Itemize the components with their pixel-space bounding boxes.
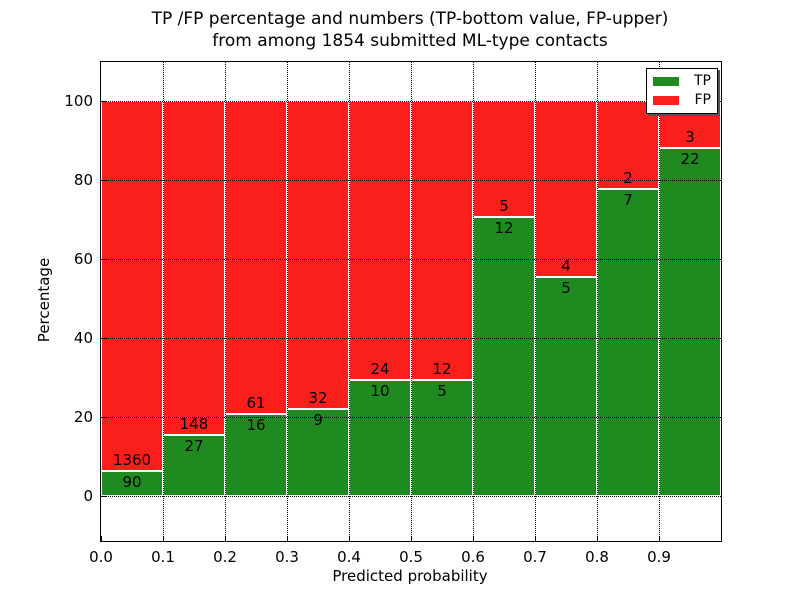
x-axis-label: Predicted probability bbox=[332, 567, 488, 585]
x-gridline bbox=[225, 62, 226, 541]
legend-item-fp: FP bbox=[647, 91, 717, 110]
tp-count-label: 90 bbox=[122, 473, 142, 492]
fp-bar-segment bbox=[287, 101, 349, 410]
tp-count-label: 22 bbox=[680, 150, 700, 169]
tp-count-label: 5 bbox=[561, 278, 571, 297]
legend-label-fp: FP bbox=[694, 92, 712, 108]
tp-bar-segment bbox=[101, 471, 163, 496]
x-tick bbox=[349, 536, 350, 541]
y-tick bbox=[101, 417, 106, 418]
tp-bar-segment bbox=[535, 276, 597, 496]
x-tick-label: 0.2 bbox=[213, 548, 237, 566]
x-tick-label: 0.8 bbox=[585, 548, 609, 566]
fp-legend-swatch-icon bbox=[653, 96, 679, 105]
tp-count-label: 7 bbox=[623, 190, 633, 209]
legend-item-tp: TP bbox=[647, 72, 717, 91]
x-gridline bbox=[411, 62, 412, 541]
fp-bar-segment bbox=[535, 101, 597, 277]
x-tick bbox=[473, 536, 474, 541]
x-gridline bbox=[659, 62, 660, 541]
fp-count-label: 12 bbox=[432, 359, 452, 378]
legend-label-tp: TP bbox=[694, 73, 711, 89]
x-tick bbox=[163, 536, 164, 541]
tp-count-label: 9 bbox=[313, 411, 323, 430]
x-gridline bbox=[287, 62, 288, 541]
fp-bar-segment bbox=[411, 101, 473, 380]
y-tick-label: 0 bbox=[83, 487, 93, 505]
y-tick bbox=[101, 180, 106, 181]
x-tick bbox=[411, 536, 412, 541]
tp-bar-segment bbox=[659, 148, 721, 496]
x-tick-label: 0.9 bbox=[647, 548, 671, 566]
fp-bar-segment bbox=[101, 101, 163, 472]
fp-count-label: 2 bbox=[623, 168, 633, 187]
x-tick bbox=[659, 536, 660, 541]
chart-title-line2: from among 1854 submitted ML-type contac… bbox=[212, 31, 608, 51]
y-tick bbox=[101, 259, 106, 260]
fp-count-label: 4 bbox=[561, 256, 571, 275]
x-tick-label: 0.6 bbox=[461, 548, 485, 566]
x-gridline bbox=[473, 62, 474, 541]
fp-count-label: 5 bbox=[499, 197, 509, 216]
tp-bar-segment bbox=[597, 188, 659, 496]
x-tick bbox=[101, 536, 102, 541]
fp-bar-segment bbox=[225, 101, 287, 414]
chart-title: TP /FP percentage and numbers (TP-bottom… bbox=[100, 8, 720, 52]
plot-area: 0 20 40 60 80 100 0.0 0.1 0.2 0.3 0.4 0.5 0.6 0.7 0.8 0… bbox=[64, 61, 722, 566]
x-gridline bbox=[349, 62, 350, 541]
legend: TP FP bbox=[646, 68, 718, 114]
y-tick bbox=[101, 496, 106, 497]
fp-count-label: 32 bbox=[308, 389, 328, 408]
tp-count-label: 10 bbox=[370, 381, 390, 400]
chart-title-line1: TP /FP percentage and numbers (TP-bottom… bbox=[151, 9, 669, 29]
fp-bar-segment bbox=[473, 101, 535, 218]
x-tick-label: 0.0 bbox=[89, 548, 113, 566]
x-tick-label: 0.3 bbox=[275, 548, 299, 566]
x-tick-label: 0.5 bbox=[399, 548, 423, 566]
x-gridline bbox=[163, 62, 164, 541]
tp-count-label: 5 bbox=[437, 381, 447, 400]
y-tick bbox=[101, 101, 106, 102]
x-gridline bbox=[535, 62, 536, 541]
x-tick-label: 0.4 bbox=[337, 548, 361, 566]
tp-count-label: 16 bbox=[246, 415, 266, 434]
y-tick-label: 20 bbox=[73, 408, 93, 426]
y-tick-label: 60 bbox=[73, 250, 93, 268]
x-tick bbox=[287, 536, 288, 541]
fp-count-label: 1360 bbox=[112, 451, 152, 470]
fp-count-label: 61 bbox=[246, 393, 266, 412]
y-tick bbox=[101, 338, 106, 339]
fp-count-label: 3 bbox=[685, 128, 695, 147]
y-axis-label: Percentage bbox=[35, 257, 53, 343]
x-tick-label: 0.7 bbox=[523, 548, 547, 566]
fp-count-label: 148 bbox=[179, 415, 209, 434]
tp-bar-segment bbox=[411, 379, 473, 496]
tp-count-label: 12 bbox=[494, 219, 514, 238]
x-tick bbox=[225, 536, 226, 541]
y-tick-label: 40 bbox=[73, 329, 93, 347]
y-tick-label: 80 bbox=[73, 171, 93, 189]
fp-bar-segment bbox=[163, 101, 225, 436]
x-tick bbox=[597, 536, 598, 541]
tp-count-label: 27 bbox=[184, 437, 204, 456]
tp-legend-swatch-icon bbox=[653, 77, 679, 86]
fp-count-label: 24 bbox=[370, 359, 390, 378]
x-tick bbox=[535, 536, 536, 541]
y-tick-label: 100 bbox=[64, 92, 93, 110]
fp-bar-segment bbox=[349, 101, 411, 380]
x-tick-label: 0.1 bbox=[151, 548, 175, 566]
x-gridline bbox=[597, 62, 598, 541]
